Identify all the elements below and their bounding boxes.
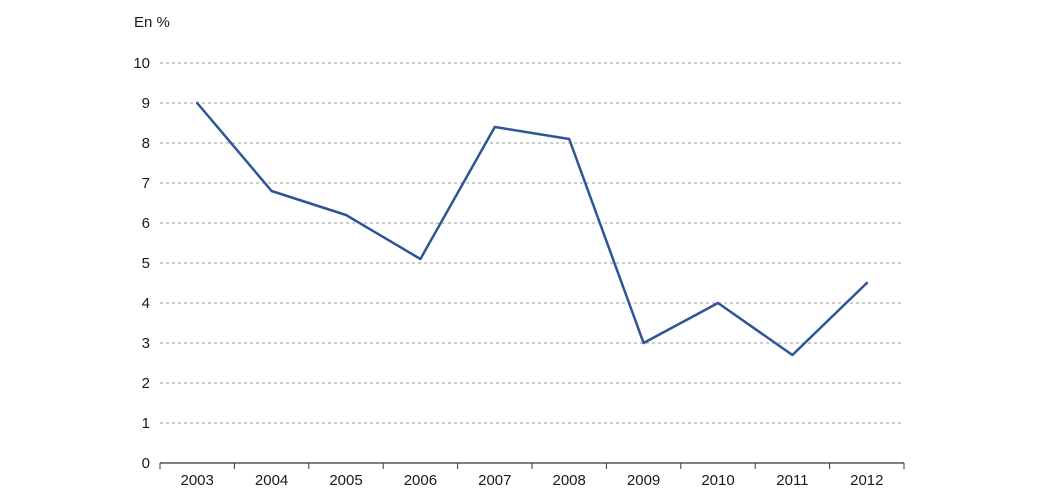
x-tick-label: 2003 (181, 472, 214, 489)
x-tick-label: 2008 (553, 472, 586, 489)
y-tick-label: 3 (142, 335, 150, 352)
data-point (344, 213, 348, 217)
data-point (196, 101, 199, 105)
data-point (568, 137, 571, 141)
x-tick-label: 2011 (776, 472, 808, 489)
y-tick-label: 5 (142, 255, 150, 272)
y-tick-label: 2 (142, 375, 150, 392)
data-point (270, 189, 273, 193)
data-point (642, 341, 645, 345)
data-point (865, 281, 868, 285)
x-tick-label: 2005 (329, 472, 362, 489)
x-tick-label: 2009 (627, 472, 660, 489)
data-point (791, 353, 794, 357)
data-point (716, 301, 720, 305)
y-tick-label: 9 (142, 95, 150, 112)
y-tick-label: 8 (142, 135, 150, 152)
y-axis-unit-label: En % (134, 14, 170, 31)
x-tick-label: 2010 (701, 472, 734, 489)
y-tick-label: 6 (142, 215, 150, 232)
x-tick-label: 2004 (255, 472, 288, 489)
y-tick-label: 4 (142, 295, 150, 312)
x-tick-label: 2012 (850, 472, 883, 489)
data-point (419, 257, 422, 261)
series-line (195, 101, 869, 357)
x-tick-label: 2007 (478, 472, 511, 489)
y-tick-label: 1 (142, 415, 150, 432)
y-tick-label: 7 (142, 175, 150, 192)
y-tick-label: 10 (133, 55, 150, 72)
x-tick-label: 2006 (404, 472, 437, 489)
y-tick-label: 0 (142, 455, 150, 472)
data-point (493, 125, 496, 129)
